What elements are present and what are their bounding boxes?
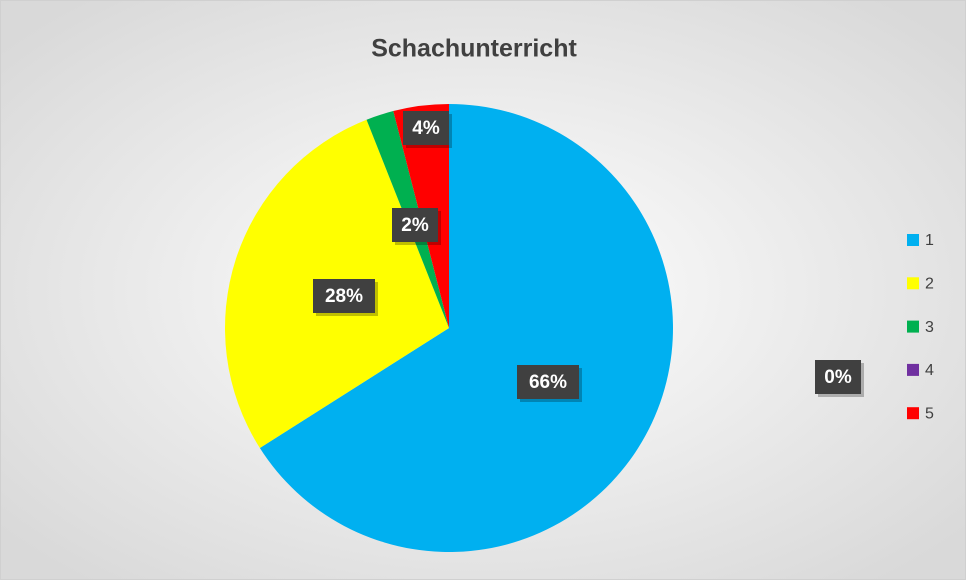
chart-title: Schachunterricht [371,35,577,63]
legend-swatch [907,277,919,290]
data-label-box [313,279,375,313]
legend-label: 4 [925,362,934,379]
legend-swatch [907,320,919,333]
data-label: 4% [412,118,440,139]
legend-label: 5 [925,405,934,422]
legend-swatch [907,363,919,376]
data-label-box [517,365,579,399]
data-label-box [403,111,449,145]
legend-label: 2 [925,276,934,293]
data-label: 0% [824,367,852,388]
legend-label: 1 [925,232,934,249]
data-label: 66% [529,372,567,393]
data-label: 28% [325,286,363,307]
data-label-box [815,360,861,394]
pie-slice [259,104,674,553]
legend-swatch [907,234,919,246]
legend-label: 3 [925,319,934,336]
data-label-box [392,208,438,242]
data-label: 2% [401,215,429,236]
legend-swatch [907,407,919,420]
